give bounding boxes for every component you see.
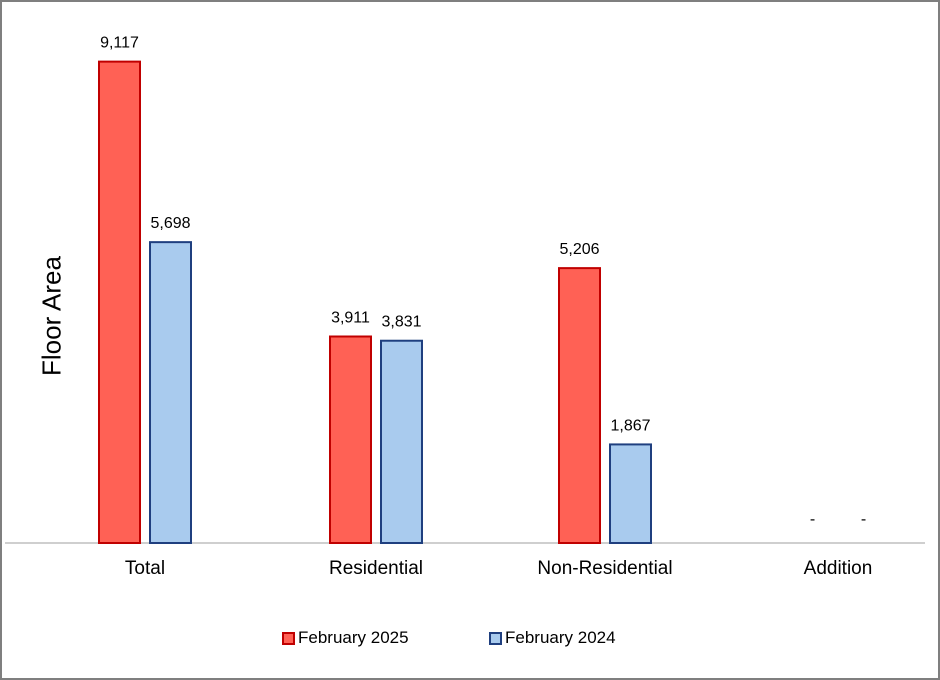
bar-residential-february-2024: [380, 339, 423, 544]
legend-item-series-1: February 2025: [282, 628, 409, 648]
x-tick-label-total: Total: [125, 558, 165, 579]
data-label-residential-february-2025: 3,911: [331, 309, 370, 326]
data-label-residential-february-2024: 3,831: [381, 314, 421, 331]
legend-label-series-1: February 2025: [298, 628, 409, 647]
y-axis-label: Floor Area: [36, 256, 67, 376]
bar-non-residential-february-2025: [558, 267, 601, 544]
bar-total-february-2025: [98, 60, 141, 544]
legend-item-series-2: February 2024: [489, 628, 616, 648]
data-label-addition-february-2024: -: [861, 511, 866, 528]
bar-non-residential-february-2024: [609, 443, 652, 544]
x-tick-label-addition: Addition: [804, 558, 873, 579]
legend-label-series-2: February 2024: [505, 628, 616, 647]
legend-swatch-series-1: [282, 631, 295, 645]
legend-swatch-series-2: [489, 631, 502, 645]
x-tick-label-residential: Residential: [329, 558, 423, 579]
data-label-non-residential-february-2025: 5,206: [559, 241, 599, 258]
bar-total-february-2024: [149, 241, 192, 544]
data-label-total-february-2024: 5,698: [150, 215, 190, 232]
data-label-addition-february-2025: -: [810, 511, 815, 528]
bar-residential-february-2025: [329, 335, 372, 544]
data-label-total-february-2025: 9,117: [100, 35, 139, 52]
x-tick-label-non-residential: Non-Residential: [537, 558, 672, 579]
legend: February 2025 February 2024: [0, 628, 940, 654]
data-label-non-residential-february-2024: 1,867: [610, 417, 650, 434]
